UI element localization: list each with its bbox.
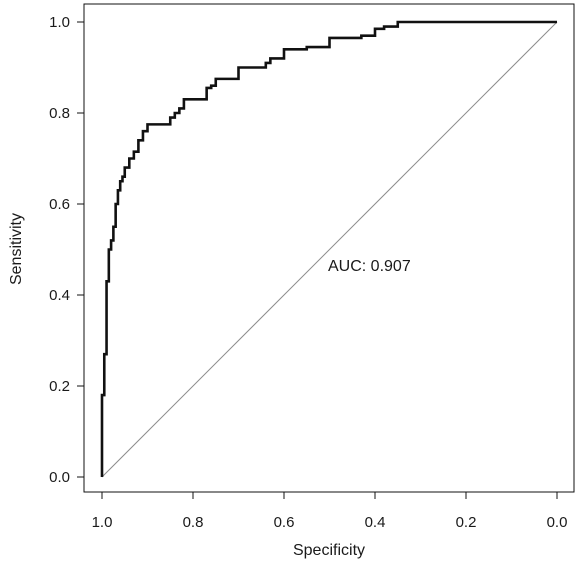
- plot-frame: [83, 3, 575, 493]
- reference-diagonal-line: [101, 21, 558, 478]
- roc-curve-line: [100, 20, 557, 477]
- y-axis: 0.0 0.2 0.4 0.6 0.8 1.0: [49, 14, 85, 486]
- x-axis: 1.0 0.8 0.6 0.4 0.2 0.0: [92, 491, 568, 531]
- x-tick-label: 0.0: [547, 514, 568, 531]
- auc-annotation: AUC: 0.907: [328, 258, 411, 275]
- y-tick-label: 1.0: [49, 14, 70, 31]
- x-tick-label: 0.4: [365, 514, 386, 531]
- y-tick-label: 0.4: [49, 287, 70, 304]
- y-tick-label: 0.8: [49, 105, 70, 122]
- x-tick-label: 0.8: [183, 514, 204, 531]
- y-axis-title: Sensitivity: [8, 213, 25, 285]
- x-tick-label: 1.0: [92, 514, 113, 531]
- y-tick-label: 0.2: [49, 378, 70, 395]
- y-tick-label: 0.6: [49, 196, 70, 213]
- y-tick-label: 0.0: [49, 469, 70, 486]
- x-tick-label: 0.2: [456, 514, 477, 531]
- x-axis-title: Specificity: [293, 542, 365, 559]
- x-tick-label: 0.6: [274, 514, 295, 531]
